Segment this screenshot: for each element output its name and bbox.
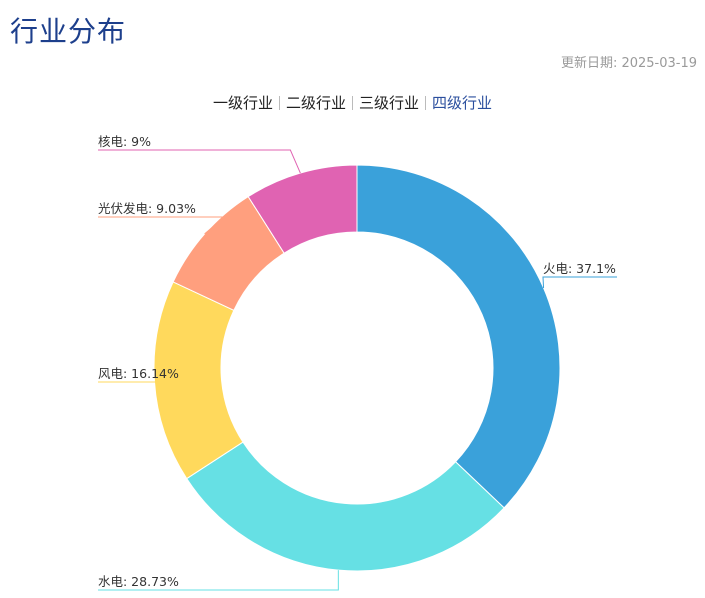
- tab-divider: [425, 96, 427, 110]
- tab-level-1[interactable]: 一级行业: [212, 94, 273, 112]
- page-title: 行业分布: [10, 15, 127, 48]
- slice-label-5: 核电: 9%: [98, 134, 151, 149]
- tab-level-4[interactable]: 四级行业: [432, 94, 493, 112]
- slice-label-1: 火电: 37.1%: [543, 261, 616, 276]
- tab-level-3[interactable]: 三级行业: [359, 94, 420, 112]
- slice-label-3: 风电: 16.14%: [98, 366, 179, 381]
- slice-5[interactable]: [247, 164, 358, 254]
- slice-label-4: 光伏发电: 9.03%: [98, 201, 196, 216]
- tab-divider: [352, 96, 353, 110]
- slice-1[interactable]: [356, 164, 561, 509]
- tab-level-2[interactable]: 二级行业: [285, 94, 346, 112]
- tab-divider: [278, 96, 280, 110]
- leader-line-1: [542, 276, 617, 288]
- slice-label-2: 水电: 28.73%: [98, 574, 179, 589]
- leader-line-2: [98, 570, 339, 591]
- leader-line-5: [98, 149, 301, 174]
- leader-line-4: [98, 216, 226, 235]
- slice-2[interactable]: [186, 441, 505, 572]
- update-date: 更新日期: 2025-03-19: [560, 56, 697, 71]
- industry-level-tabs: 一级行业 二级行业 三级行业 四级行业: [0, 92, 705, 113]
